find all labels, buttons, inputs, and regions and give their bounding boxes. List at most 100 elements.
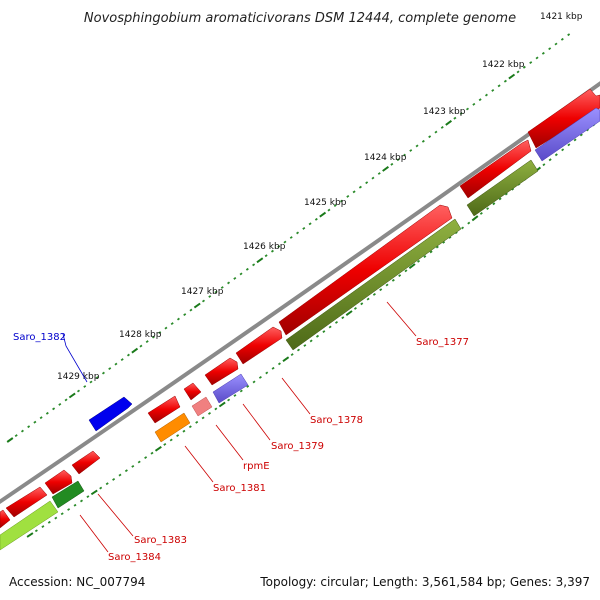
inner-tick-mark: [239, 389, 243, 393]
inner-tick-mark: [73, 503, 77, 507]
outer-tick-mark: [208, 295, 212, 298]
outer-tick-mark: [365, 181, 369, 185]
outer-tick-mark: [434, 130, 438, 134]
outer-tick-mark: [382, 165, 389, 172]
inner-tick-mark: [561, 148, 565, 152]
inner-tick-mark: [90, 489, 98, 496]
inner-tick-mark: [218, 401, 226, 408]
outer-tick-mark: [89, 380, 93, 384]
gene-label-saro-1383[interactable]: Saro_1383: [134, 535, 187, 546]
outer-tick-mark: [33, 420, 37, 424]
cds-feature[interactable]: [183, 382, 202, 401]
outer-tick-mark: [390, 162, 394, 166]
outer-tick-mark: [131, 347, 139, 354]
cds-feature[interactable]: [5, 486, 48, 518]
inner-tick-mark: [322, 330, 326, 334]
cds-feature[interactable]: [527, 88, 600, 149]
inner-tick-mark: [296, 348, 301, 352]
leader-line-saro-1381: [184, 445, 214, 483]
inner-tick-mark: [479, 211, 483, 215]
gene-feature-orange[interactable]: [154, 412, 191, 443]
outer-tick-mark: [314, 217, 318, 221]
inner-tick-mark: [398, 274, 402, 278]
gene-label-saro-1384[interactable]: Saro_1384: [108, 552, 161, 563]
inner-tick-mark: [334, 320, 339, 324]
outer-tick-mark: [214, 290, 218, 294]
gene-feature-olive[interactable]: [285, 218, 462, 351]
leader-line-saro-1382: [62, 333, 88, 383]
cds-feature[interactable]: [235, 326, 283, 365]
outer-tick-mark: [560, 37, 564, 41]
outer-tick-mark: [541, 51, 545, 55]
leader-line-saro-1378: [281, 377, 311, 415]
inner-tick-mark: [282, 356, 290, 363]
gene-feature-darkgreen[interactable]: [51, 480, 85, 509]
inner-tick-mark: [492, 202, 496, 206]
outer-tick-mark: [58, 402, 62, 406]
gene-label-saro-1382[interactable]: Saro_1382: [13, 332, 66, 343]
cds-feature[interactable]: [278, 204, 453, 336]
gene-label-saro-1379[interactable]: Saro_1379: [271, 441, 324, 452]
inner-tick-mark: [207, 411, 212, 415]
inner-tick-mark: [246, 385, 250, 388]
inner-tick-mark: [391, 278, 395, 282]
outer-tick-mark: [327, 208, 331, 212]
leader-line-saro-1383: [97, 493, 134, 537]
gene-feature-purple[interactable]: [534, 107, 600, 162]
outer-tick-mark: [193, 302, 201, 309]
outer-tick-mark: [308, 222, 312, 226]
cds-feature[interactable]: [459, 139, 532, 199]
inner-tick-mark: [467, 221, 471, 225]
outer-tick-mark: [409, 149, 413, 152]
cds-feature[interactable]: [71, 450, 101, 475]
inner-tick-mark: [408, 263, 416, 270]
outer-tick-mark: [459, 112, 463, 116]
outer-tick-mark: [377, 172, 381, 175]
outer-tick-mark: [52, 407, 56, 411]
tick-label-1421: 1421 kbp: [540, 12, 583, 22]
outer-tick-mark: [151, 335, 155, 339]
outer-tick-mark: [64, 398, 68, 402]
accession-text: Accession: NC_007794: [9, 575, 145, 589]
outer-tick-mark: [358, 185, 362, 189]
cds-feature[interactable]: [147, 395, 181, 424]
outer-tick-mark: [529, 61, 533, 65]
gene-label-saro-1381[interactable]: Saro_1381: [213, 483, 266, 494]
gene-feature-pink[interactable]: [191, 396, 213, 417]
gene-feature-lime[interactable]: [0, 500, 59, 551]
outer-tick-mark: [101, 371, 105, 375]
outer-tick-mark: [264, 254, 268, 258]
gene-feature-blue[interactable]: [88, 396, 133, 432]
leader-line-saro-1379: [242, 403, 271, 441]
outer-tick-mark: [508, 73, 516, 80]
outer-tick-mark: [319, 211, 327, 218]
inner-tick-mark: [265, 371, 269, 375]
outer-tick-mark: [6, 437, 14, 443]
inner-tick-mark: [86, 495, 90, 499]
tick-labels: 1421 kbp 1422 kbp 1423 kbp 1424 kbp 1425…: [57, 12, 583, 382]
outer-tick-mark: [491, 88, 495, 92]
outer-tick-mark: [189, 308, 193, 312]
inner-tick-mark: [47, 520, 51, 524]
outer-tick-mark: [289, 236, 293, 239]
outer-tick-mark: [415, 144, 419, 148]
inner-tick-mark: [404, 269, 408, 273]
outer-tick-mark: [14, 434, 18, 438]
leader-line-saro-1384: [79, 514, 109, 553]
inner-tick-mark: [498, 197, 502, 201]
tick-label-1425: 1425 kbp: [304, 198, 347, 208]
outer-tick-mark: [220, 286, 224, 289]
gene-feature-olive[interactable]: [466, 159, 539, 217]
cds-feature[interactable]: [0, 509, 11, 529]
outer-tick-mark: [183, 313, 187, 317]
gene-feature-purple[interactable]: [212, 373, 249, 404]
gene-label-rpme[interactable]: rpmE: [243, 461, 270, 472]
inner-tick-mark: [372, 292, 376, 296]
cds-feature[interactable]: [204, 357, 239, 386]
cds-feature[interactable]: [44, 469, 73, 495]
gene-label-saro-1377[interactable]: Saro_1377: [416, 337, 469, 348]
outer-tick-mark: [120, 358, 124, 362]
tick-label-1428: 1428 kbp: [119, 330, 162, 340]
outer-tick-mark: [158, 331, 162, 335]
gene-label-saro-1378[interactable]: Saro_1378: [310, 415, 363, 426]
